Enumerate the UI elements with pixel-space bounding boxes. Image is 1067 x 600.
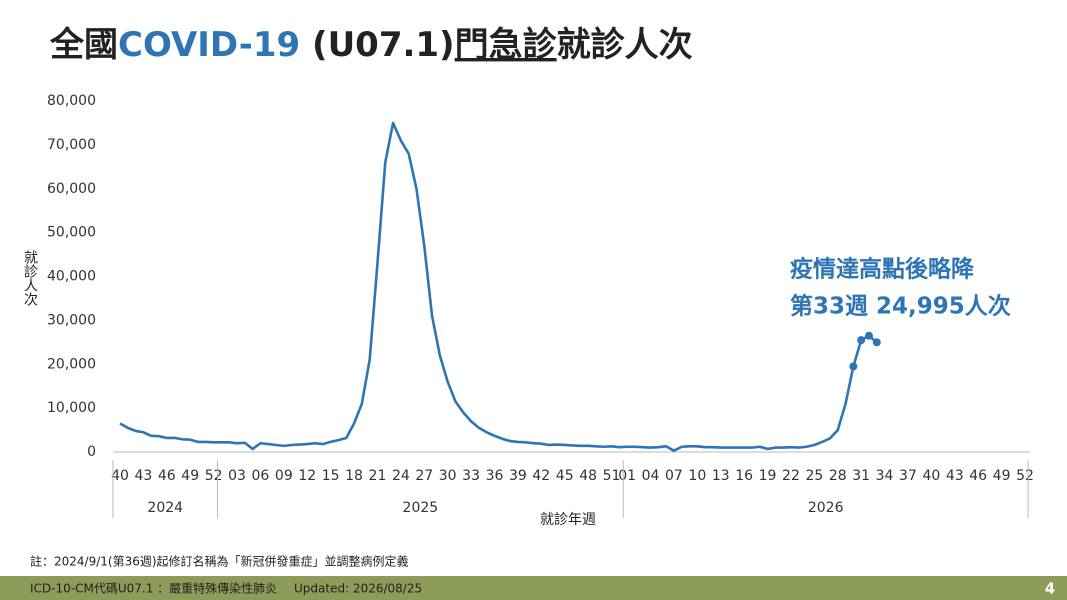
year-label: 2025 [403, 500, 439, 516]
y-tick-label: 30,000 [47, 312, 96, 328]
x-tick-label: 42 [532, 468, 550, 484]
title-part: 就診人次 [557, 25, 693, 65]
x-tick-label: 19 [759, 468, 777, 484]
x-tick-label: 22 [782, 468, 800, 484]
x-tick-label: 43 [946, 468, 964, 484]
x-tick-label: 01 [618, 468, 636, 484]
title-part: 門急診 [455, 25, 558, 65]
x-tick-label: 40 [111, 468, 129, 484]
x-tick-label: 52 [205, 468, 223, 484]
x-tick-label: 45 [556, 468, 574, 484]
x-tick-label: 04 [642, 468, 660, 484]
footer-bar [0, 576, 1067, 600]
x-tick-label: 31 [852, 468, 870, 484]
y-axis-label: 就診人次 [22, 250, 38, 306]
y-tick-label: 20,000 [47, 356, 96, 372]
data-point [857, 336, 866, 345]
x-tick-label: 18 [345, 468, 363, 484]
x-tick-label: 09 [275, 468, 293, 484]
x-tick-label: 33 [462, 468, 480, 484]
x-tick-label: 15 [322, 468, 340, 484]
x-tick-label: 06 [252, 468, 270, 484]
x-tick-label: 21 [369, 468, 387, 484]
x-tick-label: 46 [158, 468, 176, 484]
y-tick-label: 10,000 [47, 400, 96, 416]
page-number: 4 [1045, 580, 1055, 598]
x-tick-label: 27 [415, 468, 433, 484]
x-tick-label: 46 [969, 468, 987, 484]
data-line [119, 121, 878, 452]
x-tick-label: 36 [486, 468, 504, 484]
x-tick-label: 13 [712, 468, 730, 484]
y-tick-label: 40,000 [47, 269, 96, 285]
year-label: 2024 [147, 500, 183, 516]
y-tick-label: 80,000 [47, 93, 96, 109]
y-tick-label: 0 [87, 444, 96, 460]
y-tick-label: 50,000 [47, 225, 96, 241]
footer-code: ICD-10-CM代碼U07.1 ：嚴重特殊傳染性肺炎 [30, 581, 277, 596]
note: 註：2024/9/1(第36週)起修訂名稱為「新冠併發重症」並調整病例定義 [30, 554, 409, 569]
x-tick-label: 10 [688, 468, 706, 484]
data-point [849, 362, 858, 371]
x-tick-label: 40 [922, 468, 940, 484]
x-tick-label: 49 [993, 468, 1011, 484]
x-tick-label: 30 [439, 468, 457, 484]
x-tick-label: 34 [876, 468, 894, 484]
annotation: 疫情達高點後略降 [790, 256, 975, 283]
x-tick-label: 48 [579, 468, 597, 484]
title-part: COVID-19 [118, 25, 300, 65]
x-tick-label: 39 [509, 468, 527, 484]
x-tick-label: 28 [829, 468, 847, 484]
y-tick-label: 60,000 [47, 181, 96, 197]
footer-updated: Updated: 2026/08/25 [294, 582, 422, 596]
x-tick-label: 43 [134, 468, 152, 484]
x-tick-label: 25 [805, 468, 823, 484]
year-label: 2026 [808, 500, 844, 516]
x-tick-label: 37 [899, 468, 917, 484]
title-part: (U07.1) [300, 25, 454, 65]
x-tick-label: 24 [392, 468, 410, 484]
x-tick-label: 03 [228, 468, 246, 484]
x-tick-label: 51 [603, 468, 621, 484]
x-axis-label: 就診年週 [540, 512, 596, 528]
x-tick-label: 52 [1016, 468, 1034, 484]
x-tick-label: 16 [735, 468, 753, 484]
annotation: 第33週 24,995人次 [790, 293, 1011, 320]
y-tick-label: 70,000 [47, 137, 96, 153]
data-point [864, 331, 873, 340]
title: 全國COVID-19 (U07.1)門急診就診人次 [49, 25, 693, 65]
x-tick-label: 49 [181, 468, 199, 484]
x-tick-label: 12 [298, 468, 316, 484]
x-tick-label: 07 [665, 468, 683, 484]
data-point [872, 338, 881, 347]
title-part: 全國 [49, 25, 118, 65]
